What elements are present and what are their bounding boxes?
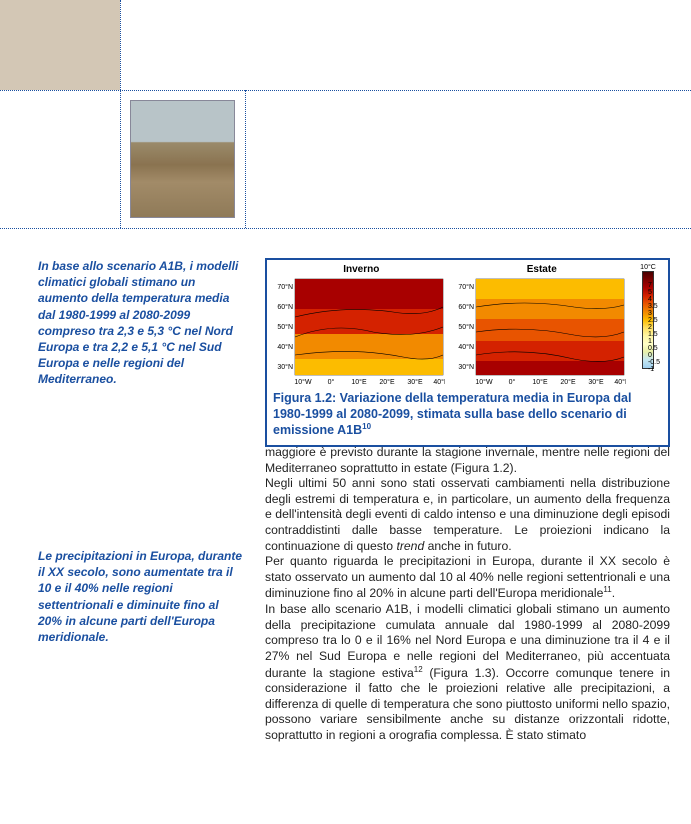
svg-text:50°N: 50°N: [277, 323, 293, 331]
dotted-rule-v2: [245, 90, 246, 228]
body-text: maggiore è previsto durante la stagione …: [265, 445, 670, 744]
svg-text:0°: 0°: [508, 378, 515, 386]
figure-caption-text: Figura 1.2: Variazione della temperatura…: [273, 391, 631, 437]
svg-text:70°N: 70°N: [458, 283, 474, 291]
body-p4: In base allo scenario A1B, i modelli cli…: [265, 602, 670, 744]
svg-text:30°E: 30°E: [588, 378, 604, 386]
body-p2: Negli ultimi 50 anni sono stati osservat…: [265, 476, 670, 554]
svg-text:40°E: 40°E: [614, 378, 626, 386]
sidebar-note-2-text: Le precipitazioni in Europa, durante il …: [38, 548, 243, 645]
svg-text:60°N: 60°N: [277, 303, 293, 311]
svg-text:40°E: 40°E: [433, 378, 445, 386]
figure-caption: Figura 1.2: Variazione della temperatura…: [273, 391, 662, 439]
svg-text:10°E: 10°E: [351, 378, 367, 386]
colorbar-labels: 7 5 4 3.5 3 2.5 2 1.5 1 0.5 0 -0.5 -1: [648, 282, 660, 373]
svg-text:10°W: 10°W: [475, 378, 493, 386]
svg-text:10°W: 10°W: [294, 378, 312, 386]
svg-text:30°E: 30°E: [407, 378, 423, 386]
svg-text:50°N: 50°N: [458, 323, 474, 331]
sidebar-note-2: Le precipitazioni in Europa, durante il …: [38, 548, 243, 645]
colorbar-unit: 10°C: [640, 264, 656, 271]
sidebar-note-1-text: In base allo scenario A1B, i modelli cli…: [38, 258, 243, 388]
map-panel-winter: Inverno 70°N 60°N 50°N 40°N 30°N 1: [273, 264, 450, 387]
map-summer-svg: 70°N 60°N 50°N 40°N 30°N 10°W 0° 10°E 20…: [454, 277, 626, 387]
header-color-block: [0, 0, 120, 90]
dotted-rule-v1: [120, 0, 121, 228]
svg-text:70°N: 70°N: [277, 283, 293, 291]
colorbar: 10°C 7 5 4 3.5 3 2.5 2 1.5 1 0.5 0 -0.5 …: [634, 264, 662, 369]
map-winter-svg: 70°N 60°N 50°N 40°N 30°N 10°W 0° 10°E 20…: [273, 277, 445, 387]
map-panel-summer: Estate 70°N 60°N 50°N 40°N 30°N: [454, 264, 631, 387]
drought-photo: [130, 100, 235, 218]
map-title-winter: Inverno: [273, 264, 450, 275]
dotted-rule-h2: [0, 228, 691, 229]
body-p1: maggiore è previsto durante la stagione …: [265, 445, 670, 476]
body-p3: Per quanto riguarda le precipitazioni in…: [265, 554, 670, 602]
svg-text:30°N: 30°N: [458, 363, 474, 371]
svg-text:40°N: 40°N: [277, 343, 293, 351]
svg-text:60°N: 60°N: [458, 303, 474, 311]
svg-text:30°N: 30°N: [277, 363, 293, 371]
dotted-rule-h1: [0, 90, 691, 91]
figure-maps-row: Inverno 70°N 60°N 50°N 40°N 30°N 1: [273, 264, 662, 387]
svg-text:10°E: 10°E: [532, 378, 548, 386]
figure-1-2: Inverno 70°N 60°N 50°N 40°N 30°N 1: [265, 258, 670, 447]
figure-caption-ref: 10: [362, 422, 371, 431]
svg-text:40°N: 40°N: [458, 343, 474, 351]
map-title-summer: Estate: [454, 264, 631, 275]
svg-text:20°E: 20°E: [379, 378, 395, 386]
svg-text:20°E: 20°E: [560, 378, 576, 386]
sidebar-note-1: In base allo scenario A1B, i modelli cli…: [38, 258, 243, 388]
svg-text:0°: 0°: [328, 378, 335, 386]
